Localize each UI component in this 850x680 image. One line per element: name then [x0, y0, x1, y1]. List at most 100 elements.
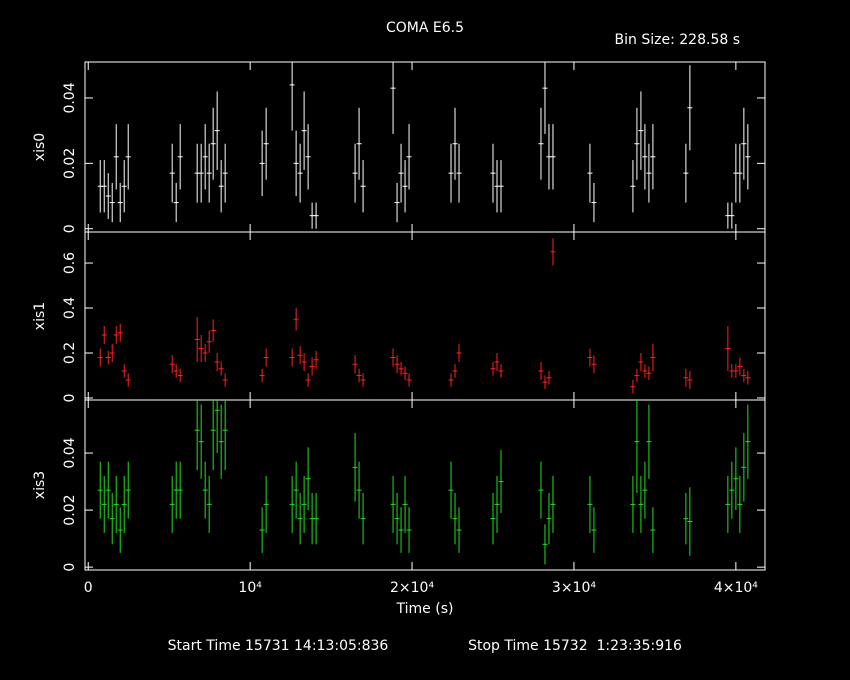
- error-bar: [214, 91, 220, 170]
- y-tick-label: 0.2: [62, 342, 78, 364]
- error-bar: [305, 447, 311, 511]
- error-bar: [406, 373, 412, 387]
- x-tick-label: 10⁴: [238, 580, 262, 596]
- error-bar: [650, 507, 656, 553]
- error-bar: [218, 160, 224, 213]
- error-bar: [177, 124, 183, 190]
- error-bar: [352, 433, 358, 502]
- error-bar: [550, 238, 556, 266]
- error-bar: [741, 368, 747, 383]
- error-bar: [109, 182, 115, 223]
- error-bar: [117, 507, 123, 553]
- error-bar: [194, 400, 200, 471]
- error-bar: [313, 492, 319, 545]
- error-bar: [456, 507, 462, 553]
- error-bar: [356, 107, 362, 180]
- error-bar: [741, 433, 747, 502]
- error-bar: [105, 173, 111, 219]
- error-bar: [194, 317, 200, 362]
- error-bar: [490, 361, 496, 376]
- y-tick-label: 0.04: [62, 437, 78, 468]
- error-bar: [683, 143, 689, 203]
- error-bar: [687, 487, 693, 556]
- x-axis-label: Time (s): [396, 601, 454, 617]
- error-bar: [214, 352, 220, 371]
- error-bar: [297, 492, 303, 545]
- error-bar: [101, 160, 107, 213]
- error-bar: [198, 143, 204, 203]
- error-bar: [222, 373, 228, 387]
- error-bar: [218, 361, 224, 376]
- error-bar: [737, 143, 743, 203]
- error-bar: [101, 475, 107, 533]
- error-bar: [297, 346, 303, 365]
- error-bar: [550, 475, 556, 533]
- y-tick-label: 0.6: [62, 252, 78, 274]
- error-bar: [490, 492, 496, 545]
- error-bar: [587, 348, 593, 367]
- error-bar: [301, 352, 307, 371]
- error-bar: [729, 461, 735, 519]
- error-bar: [289, 62, 295, 131]
- error-bar: [542, 375, 548, 389]
- error-bar: [169, 143, 175, 203]
- error-bar: [356, 368, 362, 383]
- y-axis-label: xis3: [32, 471, 48, 499]
- error-bar: [398, 507, 404, 553]
- error-bar: [733, 447, 739, 511]
- error-bar: [394, 355, 400, 374]
- error-bar: [121, 475, 127, 533]
- error-bar: [745, 370, 751, 385]
- stop-time: Stop Time 15732 1:23:35:916: [468, 638, 682, 654]
- error-bar: [737, 357, 743, 376]
- error-bar: [352, 355, 358, 374]
- error-bar: [177, 461, 183, 519]
- x-tick-label: 0: [84, 580, 93, 596]
- y-tick-label: 0.02: [62, 495, 78, 526]
- error-bar: [263, 348, 269, 367]
- error-bar: [97, 348, 103, 367]
- panel-frame: [84, 231, 766, 401]
- error-bar: [494, 475, 500, 533]
- error-bar: [259, 130, 265, 197]
- error-bar: [390, 348, 396, 367]
- error-bar: [259, 368, 265, 383]
- error-bar: [309, 357, 315, 376]
- error-bar: [398, 143, 404, 203]
- error-bar: [406, 124, 412, 190]
- error-bar: [121, 160, 127, 213]
- error-bar: [169, 355, 175, 374]
- error-bar: [687, 65, 693, 151]
- error-bar: [101, 326, 107, 344]
- error-bar: [117, 323, 123, 342]
- error-bar: [402, 160, 408, 213]
- error-bar: [293, 308, 299, 331]
- error-bar: [352, 143, 358, 203]
- error-bar: [313, 350, 319, 369]
- error-bar: [109, 344, 115, 362]
- error-bar: [452, 492, 458, 545]
- x-tick-label: 3×10⁴: [552, 580, 596, 596]
- error-bar: [642, 124, 648, 190]
- error-bar: [630, 379, 636, 394]
- y-axis-label: xis0: [32, 133, 48, 161]
- error-bar: [638, 91, 644, 170]
- error-bar: [542, 62, 548, 134]
- error-bar: [105, 461, 111, 519]
- error-bar: [198, 404, 204, 479]
- x-tick-label: 2×10⁴: [390, 580, 434, 596]
- error-bar: [587, 143, 593, 203]
- error-bar: [494, 352, 500, 371]
- error-bar: [394, 182, 400, 223]
- error-bar: [546, 492, 552, 545]
- error-bar: [97, 461, 103, 519]
- error-bar: [642, 364, 648, 378]
- error-bar: [210, 107, 216, 180]
- error-bar: [498, 450, 504, 513]
- error-bar: [452, 364, 458, 378]
- error-bar: [745, 124, 751, 190]
- y-tick-label: 0: [62, 224, 78, 233]
- panel-frame: [84, 61, 766, 233]
- error-bar: [390, 475, 396, 533]
- error-bar: [630, 475, 636, 533]
